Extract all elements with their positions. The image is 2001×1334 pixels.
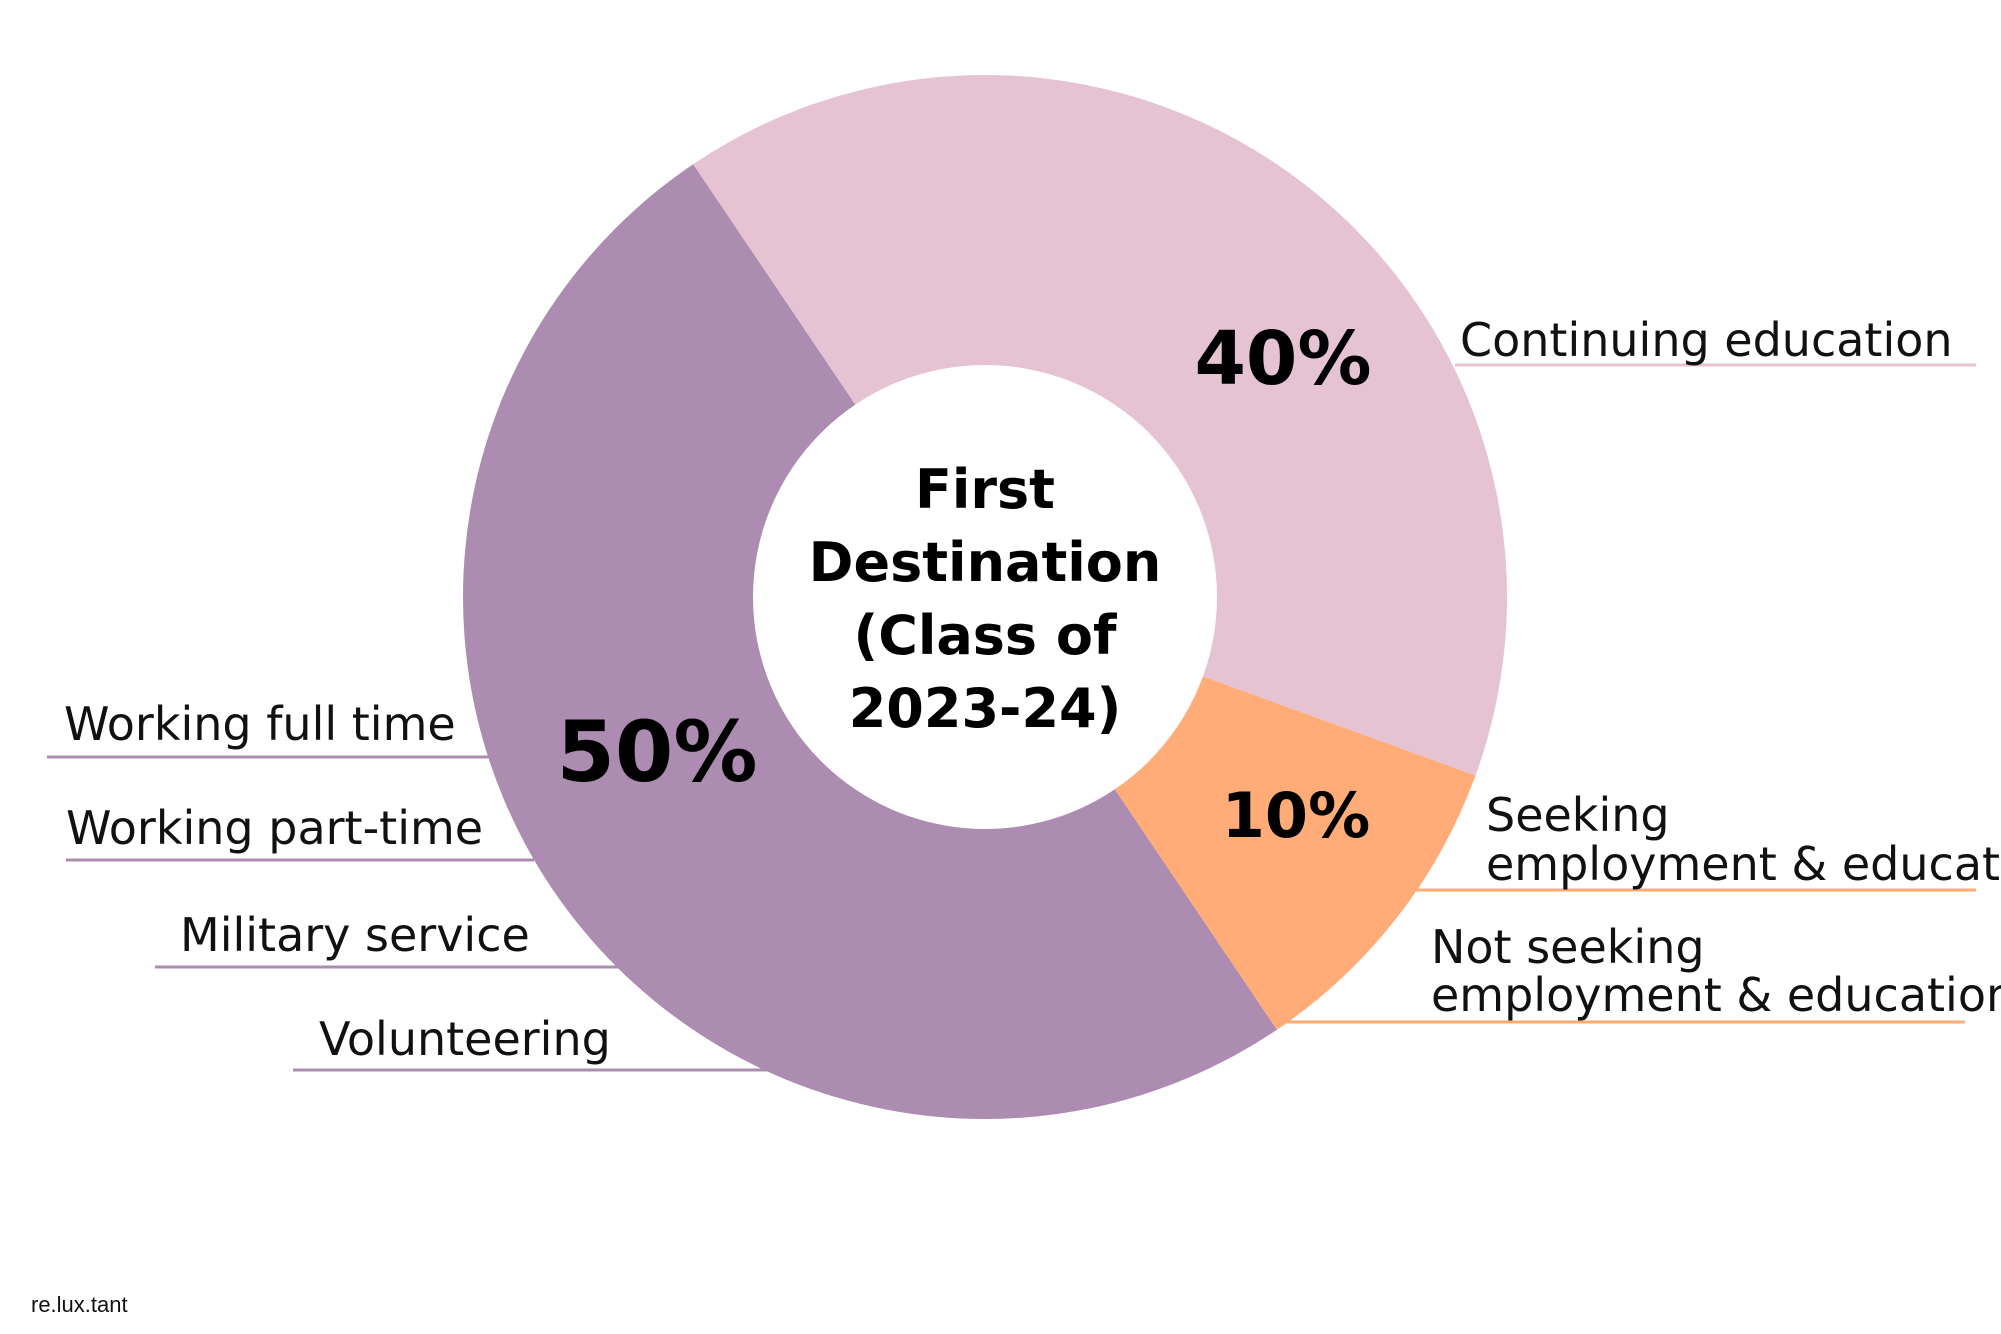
category-not-seeking-line-2: employment & education xyxy=(1431,968,2001,1022)
category-seeking-line-1: Seeking xyxy=(1486,788,1670,842)
center-title-line-4: 2023-24) xyxy=(849,677,1122,740)
category-continuing-education: Continuing education xyxy=(1460,313,1953,367)
slice-label-working: 50% xyxy=(556,703,757,801)
category-military-service: Military service xyxy=(180,908,530,962)
category-seeking-line-2: employment & education xyxy=(1486,837,2001,891)
center-title-line-1: First xyxy=(915,458,1055,521)
category-working-full-time: Working full time xyxy=(64,697,456,751)
category-working-part-time: Working part-time xyxy=(66,801,483,855)
category-volunteering: Volunteering xyxy=(319,1012,611,1066)
slice-label-continuing: 40% xyxy=(1194,316,1371,402)
category-not-seeking-line-1: Not seeking xyxy=(1431,920,1705,974)
center-title-line-2: Destination xyxy=(809,531,1162,594)
center-title-line-3: (Class of xyxy=(854,604,1117,667)
slice-label-seeking: 10% xyxy=(1222,779,1370,852)
credit-text: re.lux.tant xyxy=(31,1292,128,1317)
donut-hole xyxy=(753,365,1217,829)
